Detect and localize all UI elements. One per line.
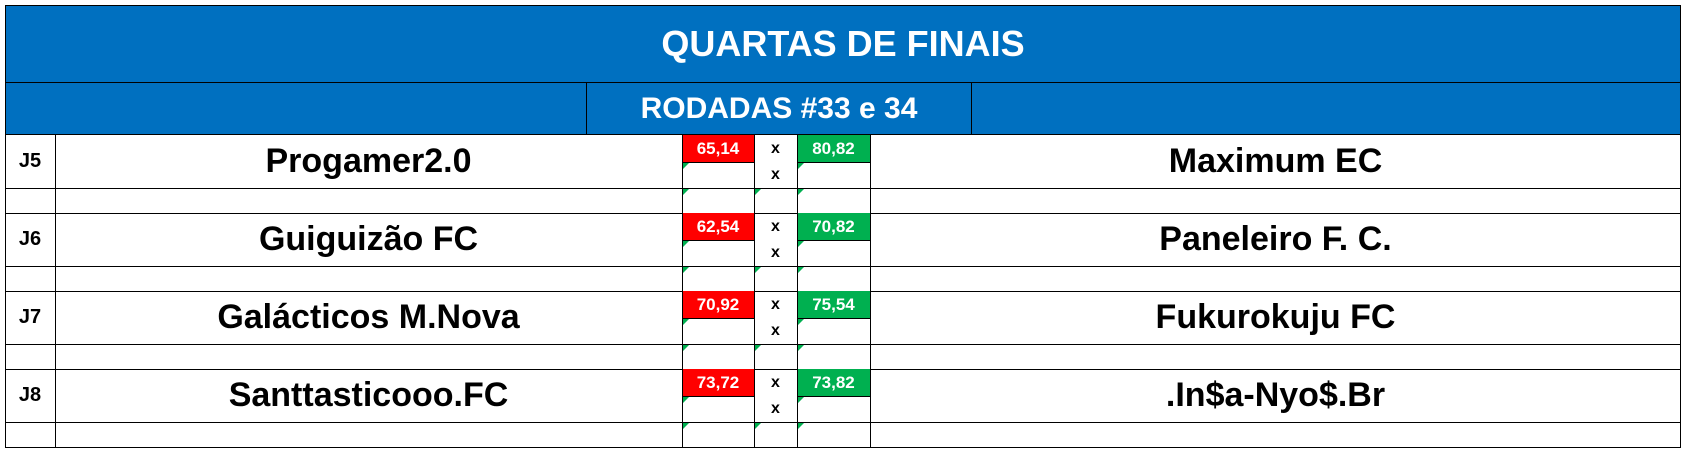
cell-marker-icon <box>683 397 689 403</box>
cell-marker-icon <box>755 345 761 351</box>
vs-symbol: x <box>771 166 780 183</box>
grid-line <box>5 447 1681 448</box>
cell-marker-icon <box>798 189 804 195</box>
grid-line <box>682 369 683 447</box>
grid-line <box>682 162 754 163</box>
grid-line <box>754 135 755 213</box>
grid-line <box>682 396 754 397</box>
away-team-name: Maximum EC <box>1168 142 1383 180</box>
cell-marker-icon <box>798 423 804 429</box>
grid-line <box>1680 135 1681 447</box>
grid-line <box>797 318 870 319</box>
cell-marker-icon <box>755 423 761 429</box>
cell-marker-icon <box>798 345 804 351</box>
away-score: 75,54 <box>797 291 870 318</box>
grid-line <box>682 318 754 319</box>
grid-line <box>797 240 870 241</box>
vs-symbol: x <box>771 322 780 339</box>
rounds-subtitle: RODADAS #33 e 34 <box>586 82 972 135</box>
cell-marker-icon <box>683 241 689 247</box>
cell-marker-icon <box>798 267 804 273</box>
away-team-name: Fukurokuju FC <box>1155 298 1396 336</box>
cell-marker-icon <box>683 345 689 351</box>
match-code: J5 <box>18 150 42 172</box>
grid-line <box>55 291 56 369</box>
cell-marker-icon <box>683 189 689 195</box>
grid-line <box>5 188 1681 189</box>
cell-marker-icon <box>683 163 689 169</box>
home-score: 65,14 <box>682 135 754 162</box>
vs-symbol: x <box>771 295 780 313</box>
grid-line <box>5 422 1681 423</box>
grid-line <box>797 369 798 447</box>
cell-marker-icon <box>798 397 804 403</box>
home-team-name: Guiguizão FC <box>258 220 479 258</box>
grid-line <box>754 213 755 291</box>
home-team-name: Santtasticooo.FC <box>228 376 509 414</box>
match-code: J7 <box>18 306 42 328</box>
grid-line <box>55 213 56 291</box>
home-team-name: Progamer2.0 <box>265 142 472 180</box>
cell-marker-icon <box>755 189 761 195</box>
grid-line <box>682 291 683 369</box>
vs-symbol: x <box>771 400 780 417</box>
grid-line <box>797 135 798 213</box>
away-score: 80,82 <box>797 135 870 162</box>
grid-line <box>55 369 56 447</box>
grid-line <box>797 213 798 291</box>
grid-line <box>754 369 755 447</box>
subtitle-bar-left <box>5 82 587 135</box>
grid-line <box>797 291 798 369</box>
grid-line <box>5 135 6 447</box>
away-team-name: Paneleiro F. C. <box>1159 220 1392 258</box>
vs-symbol: x <box>771 244 780 261</box>
grid-line <box>5 344 1681 345</box>
grid-line <box>870 135 871 213</box>
cell-marker-icon <box>755 267 761 273</box>
grid-line <box>55 135 56 213</box>
home-score: 70,92 <box>682 291 754 318</box>
match-code: J6 <box>18 228 42 250</box>
grid-line <box>797 162 870 163</box>
grid-line <box>682 135 683 213</box>
home-score: 62,54 <box>682 213 754 240</box>
grid-line <box>797 396 870 397</box>
vs-symbol: x <box>771 139 780 157</box>
subtitle-bar-right <box>971 82 1681 135</box>
stage-title: QUARTAS DE FINAIS <box>5 5 1681 83</box>
grid-line <box>5 266 1681 267</box>
match-code: J8 <box>18 384 42 406</box>
grid-line <box>870 291 871 369</box>
cell-marker-icon <box>798 241 804 247</box>
cell-marker-icon <box>683 319 689 325</box>
vs-symbol: x <box>771 373 780 391</box>
cell-marker-icon <box>798 163 804 169</box>
grid-line <box>870 213 871 291</box>
home-team-name: Galácticos M.Nova <box>217 298 520 336</box>
cell-marker-icon <box>683 423 689 429</box>
home-score: 73,72 <box>682 369 754 396</box>
vs-symbol: x <box>771 217 780 235</box>
grid-line <box>754 291 755 369</box>
away-score: 70,82 <box>797 213 870 240</box>
cell-marker-icon <box>683 267 689 273</box>
grid-line <box>682 213 683 291</box>
cell-marker-icon <box>798 319 804 325</box>
grid-line <box>870 369 871 447</box>
away-team-name: .In$a-Nyo$.Br <box>1165 376 1386 414</box>
grid-line <box>682 240 754 241</box>
away-score: 73,82 <box>797 369 870 396</box>
